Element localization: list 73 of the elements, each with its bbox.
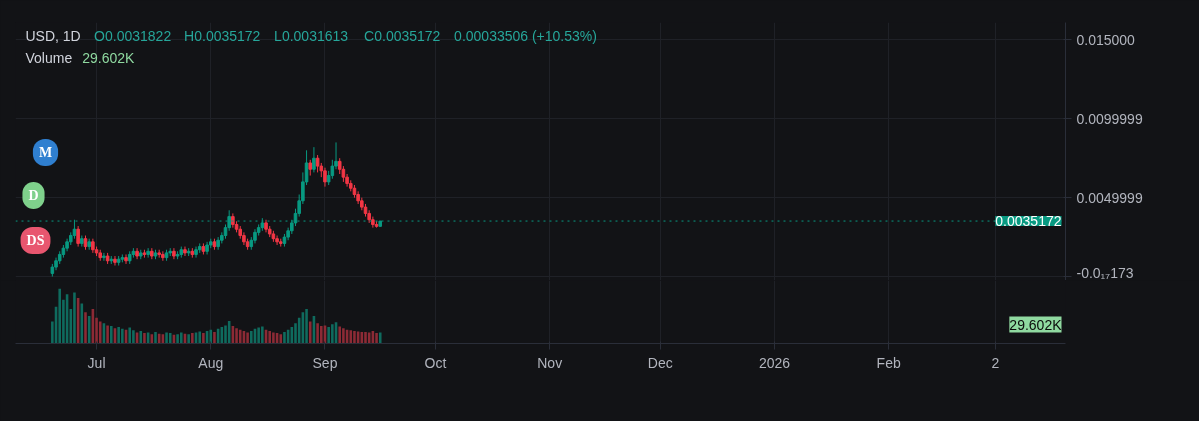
annotation: 0.00033506 (+10.53%) — [454, 27, 597, 44]
bar — [305, 308, 308, 344]
bar — [235, 328, 238, 344]
annotation: C0.0035172 — [364, 27, 441, 44]
bar — [250, 330, 253, 344]
bar — [246, 332, 249, 344]
bar — [168, 333, 172, 344]
annotation: D — [28, 188, 39, 203]
ref-line-label: 0.0035172 — [995, 213, 1062, 230]
bar — [187, 334, 190, 344]
bar — [338, 326, 341, 344]
x-tick-label: Jul — [87, 354, 106, 371]
bar — [191, 333, 194, 344]
y-tick-label: 0.0099999 — [1076, 110, 1143, 127]
bar — [283, 332, 286, 344]
bar — [308, 321, 312, 344]
bar — [165, 332, 168, 344]
bar — [209, 329, 213, 344]
x-tick-label: Nov — [537, 354, 563, 371]
bar — [342, 328, 345, 344]
annotation: 29.602K — [82, 49, 136, 66]
bar — [320, 325, 323, 344]
bar — [224, 325, 227, 344]
bar — [110, 325, 113, 344]
bar — [73, 292, 76, 344]
x-tick-label: Feb — [876, 354, 901, 371]
x-tick-label: Oct — [424, 354, 447, 371]
bar — [58, 288, 61, 344]
y-tick-label: 0.0049999 — [1076, 189, 1143, 206]
bar — [375, 333, 378, 344]
bar — [331, 324, 334, 344]
bar — [257, 327, 260, 344]
bar — [213, 332, 216, 344]
bar — [121, 328, 124, 344]
bar — [261, 326, 264, 344]
annotation: H0.0035172 — [184, 27, 261, 44]
x-tick-label: 2 — [991, 354, 1000, 371]
annotation: Volume — [25, 49, 73, 66]
y-tick-label: -0.0₁₇173 — [1076, 264, 1134, 281]
bar — [139, 330, 143, 344]
annotation: M — [38, 145, 53, 160]
x-tick-label: 2026 — [758, 354, 791, 371]
x-tick-label: Aug — [198, 354, 224, 371]
annotation: 29.602K — [1009, 316, 1063, 333]
bar — [132, 330, 135, 344]
bar — [154, 332, 157, 344]
y-tick-label: 0.015000 — [1076, 31, 1136, 48]
bar — [117, 327, 120, 344]
bar — [316, 323, 319, 344]
annotation: DS — [26, 233, 45, 248]
bar — [128, 327, 131, 344]
chart-title: USD, 1D — [25, 27, 81, 44]
bar — [198, 331, 201, 344]
bar — [84, 312, 87, 344]
x-tick-label: Dec — [647, 354, 673, 371]
bar — [238, 329, 242, 344]
bar — [279, 334, 283, 344]
bar — [268, 330, 271, 344]
x-tick-label: Sep — [312, 354, 338, 371]
annotation: L0.0031613 — [274, 27, 349, 44]
bar — [272, 332, 275, 344]
bar — [98, 321, 102, 344]
bar — [176, 334, 179, 344]
bar — [353, 330, 356, 344]
bar — [202, 333, 205, 344]
bar — [106, 325, 109, 344]
annotation: O0.0031822 — [94, 27, 172, 44]
bar — [364, 332, 367, 344]
bar — [143, 333, 146, 344]
bar — [349, 330, 353, 344]
bar — [378, 332, 382, 344]
bar — [327, 327, 330, 344]
bar — [180, 332, 183, 344]
